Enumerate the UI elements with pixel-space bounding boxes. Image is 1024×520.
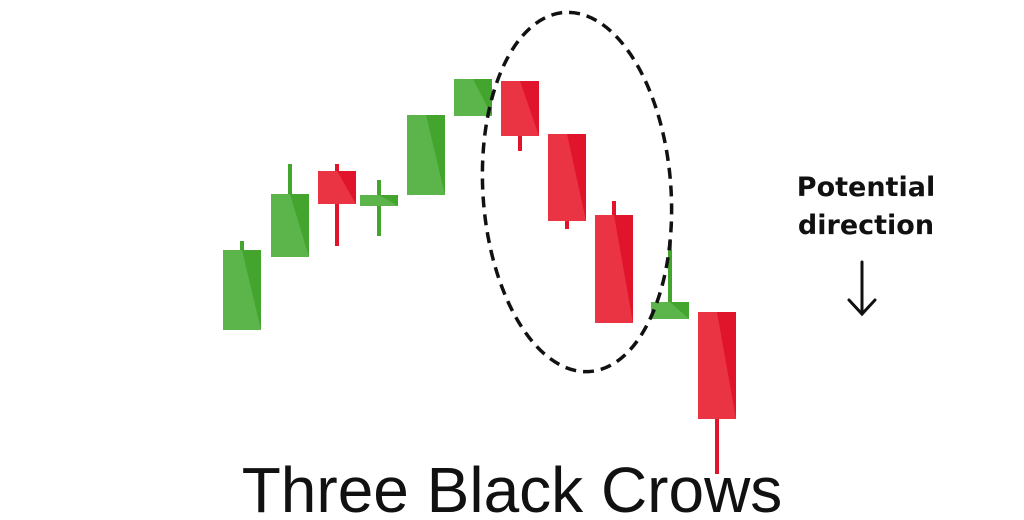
candle-shine <box>548 134 586 221</box>
candle-shine <box>454 79 492 116</box>
highlight-ellipse <box>480 10 674 374</box>
candle-shine <box>223 250 261 330</box>
candle-shine <box>651 302 689 319</box>
down-arrow <box>847 260 877 317</box>
candle-shine <box>501 81 539 136</box>
annotation-line-2: direction <box>798 210 934 241</box>
candle-shine <box>360 195 398 206</box>
title: Three Black Crows <box>242 454 783 520</box>
candle-shine <box>595 215 633 323</box>
candle-shine <box>271 194 309 257</box>
candle-shine <box>698 312 736 419</box>
candles <box>223 79 736 474</box>
candle-shine <box>407 115 445 195</box>
candle-shine <box>318 171 356 204</box>
annotation-line-1: Potential <box>797 172 935 203</box>
